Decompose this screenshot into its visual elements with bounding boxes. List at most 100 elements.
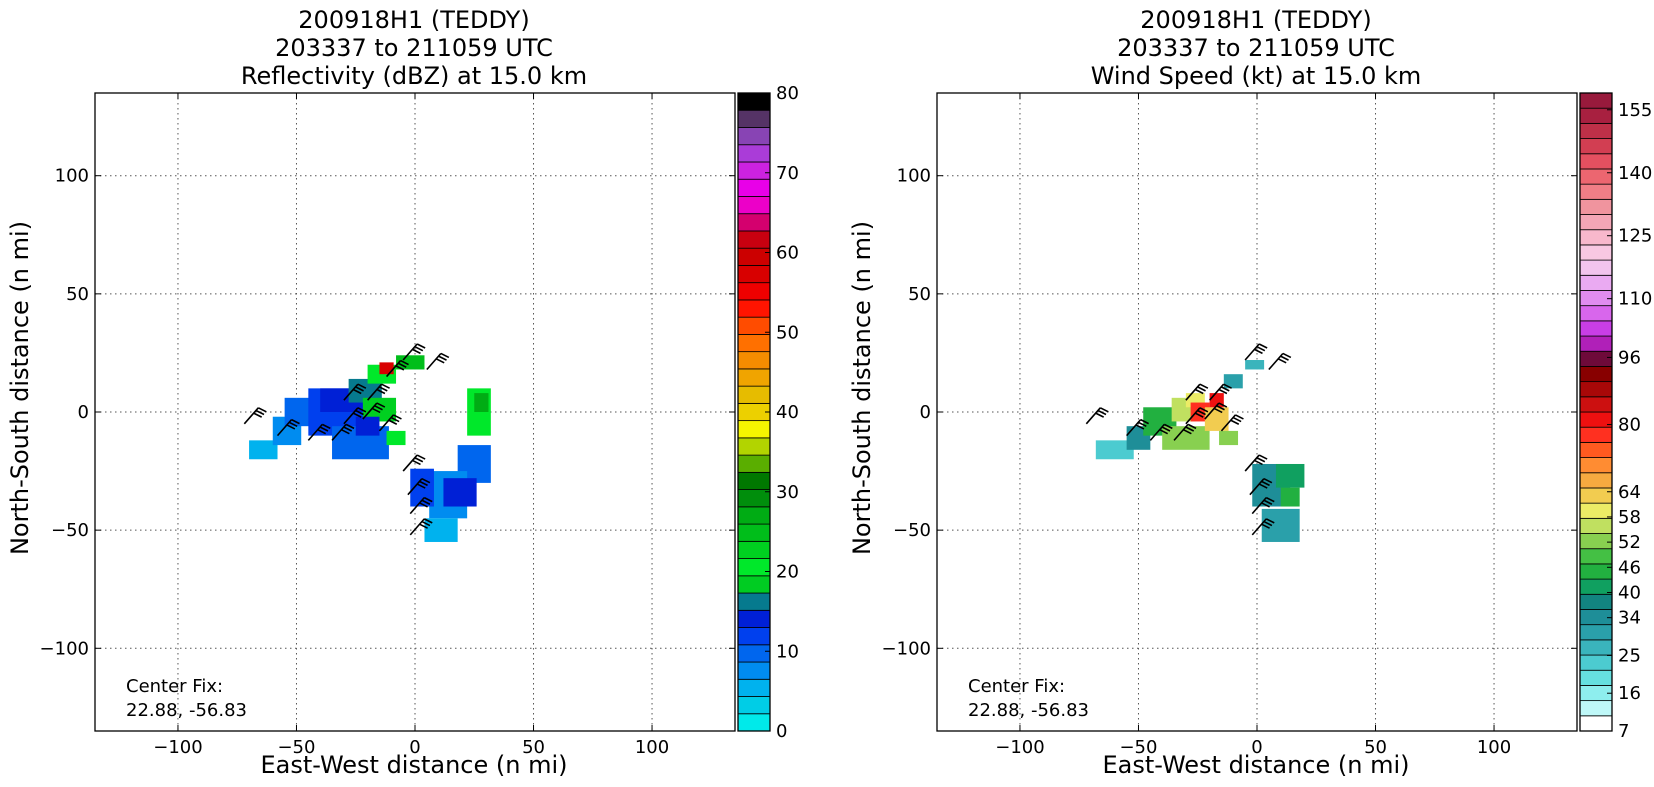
colorbar-segment bbox=[737, 334, 771, 353]
colorbar-tick-label: 96 bbox=[1618, 347, 1641, 368]
chart-title-line-1: 200918H1 (TEDDY) bbox=[1140, 6, 1371, 34]
wind-barb bbox=[1251, 518, 1275, 536]
data-cell bbox=[1261, 508, 1300, 542]
colorbar-segment bbox=[1579, 381, 1613, 398]
colorbar-segment bbox=[1579, 593, 1613, 610]
colorbar-segment bbox=[737, 247, 771, 266]
colorbar-segment bbox=[737, 161, 771, 180]
colorbar-segment bbox=[1579, 563, 1613, 580]
colorbar-segment bbox=[1579, 700, 1613, 717]
wind-barb bbox=[276, 418, 300, 437]
center-fix-label: Center Fix: bbox=[968, 676, 1065, 697]
chart-title-line-2: 203337 to 211059 UTC bbox=[1117, 34, 1395, 62]
colorbar-segment bbox=[1579, 107, 1613, 124]
colorbar-segment bbox=[737, 420, 771, 439]
wind-barb bbox=[343, 383, 367, 401]
wind-barb bbox=[426, 352, 450, 370]
y-tick-label: 0 bbox=[920, 402, 931, 423]
y-tick-label: −50 bbox=[51, 520, 89, 541]
colorbar-segment bbox=[1579, 183, 1613, 200]
colorbar-tick-label: 7 bbox=[1618, 721, 1629, 742]
colorbar-tick-label: 50 bbox=[776, 322, 799, 343]
data-cell bbox=[355, 416, 380, 436]
wind-barb bbox=[331, 423, 355, 441]
colorbar-segment bbox=[1579, 441, 1613, 458]
wind-barb bbox=[1149, 423, 1173, 441]
y-axis-label: North-South distance (n mi) bbox=[6, 221, 34, 555]
colorbar-segment bbox=[1579, 274, 1613, 291]
data-cell bbox=[443, 478, 477, 507]
chart-title-line-3: Reflectivity (dBZ) at 15.0 km bbox=[241, 62, 587, 90]
colorbar-segment bbox=[1579, 153, 1613, 170]
x-tick-label: 50 bbox=[522, 737, 545, 758]
colorbar-segment bbox=[737, 713, 771, 732]
colorbar-segment bbox=[737, 592, 771, 611]
x-tick-label: −100 bbox=[153, 737, 202, 758]
wind-speed-plot-area: −100 −50 0 50 100 −100 −50 0 50 100 bbox=[882, 92, 1578, 758]
colorbar-segment bbox=[737, 471, 771, 490]
colorbar-segment bbox=[1579, 244, 1613, 261]
chart-title-line-3: Wind Speed (kt) at 15.0 km bbox=[1091, 62, 1422, 90]
colorbar-tick-label: 140 bbox=[1618, 163, 1652, 184]
colorbar-tick-label: 0 bbox=[776, 721, 787, 742]
y-tick-label: 50 bbox=[66, 284, 89, 305]
colorbar-segment bbox=[737, 696, 771, 715]
x-tick-label: −100 bbox=[995, 737, 1044, 758]
colorbar-segment bbox=[1579, 350, 1613, 367]
colorbar-tick-label: 80 bbox=[1618, 415, 1641, 436]
reflectivity-plot-area: −100 −50 0 50 100 −100 −50 0 50 100 bbox=[40, 92, 736, 758]
colorbar-tick-label: 20 bbox=[776, 562, 799, 583]
x-tick-label: 100 bbox=[635, 737, 669, 758]
colorbar-segment bbox=[1579, 715, 1613, 732]
colorbar-segment bbox=[1579, 609, 1613, 626]
colorbar-segment bbox=[737, 506, 771, 525]
wind-barb bbox=[1204, 402, 1228, 420]
colorbar-segment bbox=[1579, 122, 1613, 139]
colorbar-segment bbox=[737, 575, 771, 594]
colorbar-segment bbox=[737, 385, 771, 404]
colorbar-tick-label: 16 bbox=[1618, 683, 1641, 704]
wind-barb bbox=[362, 402, 386, 420]
colorbar-segment bbox=[1579, 533, 1613, 550]
colorbar-segment bbox=[1579, 366, 1613, 383]
wind-barb bbox=[243, 407, 267, 425]
colorbar-segment bbox=[737, 265, 771, 284]
colorbar-segment bbox=[1579, 624, 1613, 641]
colorbar-tick-label: 125 bbox=[1618, 226, 1652, 247]
x-tick-label: 100 bbox=[1477, 737, 1511, 758]
colorbar-segment bbox=[737, 558, 771, 577]
colorbar-tick-label: 60 bbox=[776, 243, 799, 264]
colorbar-tick-label: 80 bbox=[776, 83, 799, 104]
colorbar-segment bbox=[737, 230, 771, 249]
colorbar-segment bbox=[737, 282, 771, 301]
y-tick-label: −100 bbox=[882, 638, 931, 659]
colorbar-segment bbox=[737, 196, 771, 215]
reflectivity-panel: 200918H1 (TEDDY) 203337 to 211059 UTC Re… bbox=[6, 6, 799, 779]
y-axis-label: North-South distance (n mi) bbox=[848, 221, 876, 555]
colorbar-tick-label: 25 bbox=[1618, 645, 1641, 666]
colorbar-segment bbox=[737, 523, 771, 542]
colorbar-segment bbox=[1579, 138, 1613, 155]
y-tick-label: −50 bbox=[893, 520, 931, 541]
x-axis-label: East-West distance (n mi) bbox=[1102, 751, 1409, 779]
colorbar-segment bbox=[737, 437, 771, 456]
wind-barb bbox=[1244, 454, 1268, 472]
colorbar-segment bbox=[1579, 639, 1613, 656]
wind-barb bbox=[385, 359, 409, 378]
y-tick-label: −100 bbox=[40, 638, 89, 659]
colorbar-segment bbox=[1579, 472, 1613, 489]
colorbar-segment bbox=[737, 144, 771, 163]
y-tick-label: 100 bbox=[897, 166, 931, 187]
colorbar-tick-label: 70 bbox=[776, 163, 799, 184]
data-cell bbox=[379, 362, 394, 375]
data-cell bbox=[1245, 360, 1265, 370]
wind-barb bbox=[343, 407, 367, 425]
data-cell bbox=[474, 393, 489, 412]
colorbar-segment bbox=[1579, 198, 1613, 215]
colorbar-segment bbox=[1579, 396, 1613, 413]
wind-barb bbox=[1251, 496, 1275, 515]
colorbar-segment bbox=[1579, 426, 1613, 443]
wind-barb bbox=[1249, 477, 1273, 496]
wind-barb bbox=[402, 343, 426, 361]
